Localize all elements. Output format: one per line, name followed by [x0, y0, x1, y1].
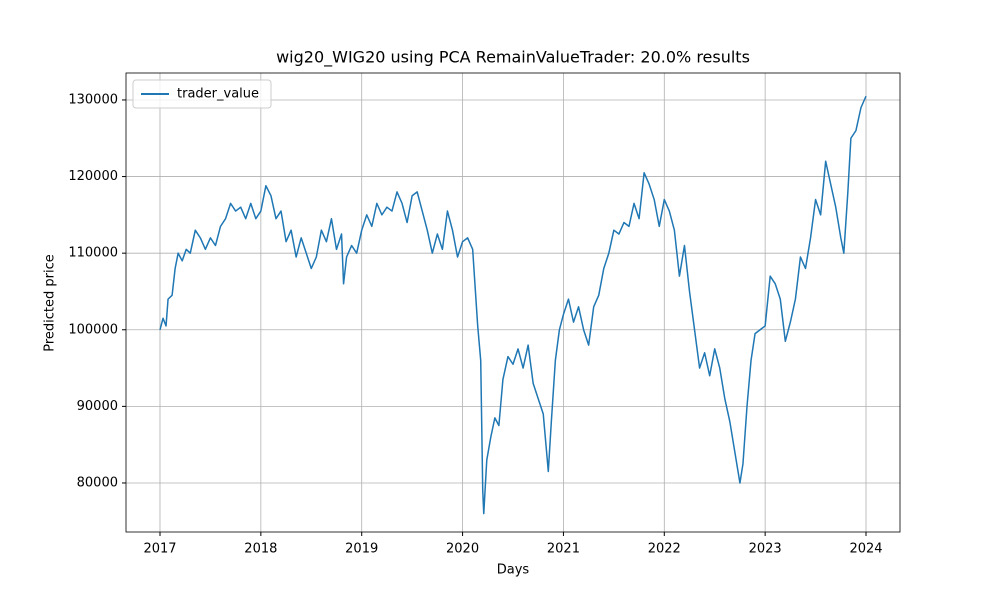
- chart-title: wig20_WIG20 using PCA RemainValueTrader:…: [276, 48, 750, 68]
- y-axis-label: Predicted price: [43, 254, 58, 352]
- x-tick-label: 2021: [547, 542, 580, 557]
- y-tick-label: 110000: [68, 246, 118, 261]
- y-tick-label: 120000: [68, 169, 118, 184]
- x-tick-label: 2022: [648, 542, 681, 557]
- x-tick-label: 2024: [849, 542, 882, 557]
- y-tick-label: 80000: [77, 475, 118, 490]
- data-line: [159, 95, 867, 515]
- x-tick-label: 2018: [244, 542, 277, 557]
- x-tick-label: 2017: [143, 542, 176, 557]
- y-tick-label: 90000: [77, 399, 118, 414]
- legend-box: [132, 79, 272, 109]
- x-axis-label: Days: [497, 563, 530, 578]
- y-tick-label: 100000: [68, 322, 118, 337]
- legend-label: trader_value: [177, 87, 259, 102]
- y-tick-label: 130000: [68, 92, 118, 107]
- plot-frame: [125, 72, 901, 533]
- x-tick-label: 2023: [749, 542, 782, 557]
- legend: trader_value: [132, 79, 272, 109]
- x-tick-label: 2019: [345, 542, 378, 557]
- x-tick-label: 2020: [446, 542, 479, 557]
